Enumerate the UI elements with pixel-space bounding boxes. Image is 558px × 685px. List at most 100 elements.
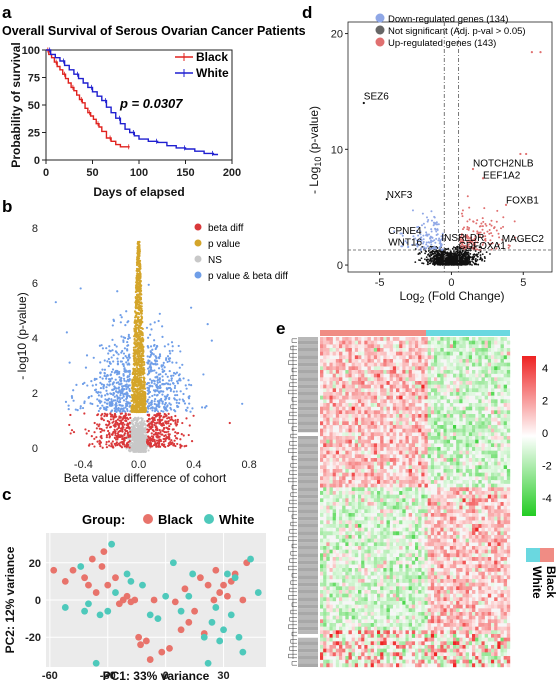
point-beta-diff — [111, 413, 114, 417]
point-beta-diff — [176, 420, 179, 424]
point-p-and-beta — [128, 353, 131, 356]
point-beta-diff — [122, 417, 125, 420]
point-beta-diff — [175, 423, 179, 426]
point-p-value — [135, 258, 139, 261]
point-ns — [130, 441, 134, 445]
pca-point-black — [204, 581, 212, 589]
point-beta-diff — [162, 445, 165, 448]
point-down — [422, 238, 425, 241]
row-annotation-cell — [298, 604, 318, 609]
point-p-and-beta — [170, 374, 173, 377]
pca-point-white — [123, 570, 131, 578]
point-beta-diff — [164, 420, 167, 423]
pca-point-white — [108, 540, 116, 548]
point-beta-diff — [85, 432, 88, 435]
point-p-and-beta — [175, 401, 178, 404]
volcano-d-gene-labels: SEZ6NXF3CPNE4WNT16NOTCH2NLBEEF1A2FOXB1IN… — [364, 92, 545, 252]
heatmap-cell — [351, 337, 356, 341]
point-ns — [132, 442, 135, 445]
point-p-and-beta — [155, 385, 158, 389]
row-annotation-gap — [298, 634, 318, 638]
point-down — [437, 223, 440, 226]
point-p-value — [137, 355, 141, 358]
point-ns — [471, 264, 473, 266]
point-p-and-beta — [90, 395, 93, 398]
point-ns — [139, 421, 142, 424]
point-p-and-beta — [169, 406, 172, 410]
point-p-and-beta — [113, 407, 116, 410]
point-ns — [436, 263, 439, 266]
point-p-value — [140, 315, 143, 318]
point-ns — [438, 258, 441, 261]
point-p-and-beta — [123, 367, 126, 371]
pca-point-black — [112, 574, 119, 582]
point-beta-diff — [105, 436, 108, 439]
point-ns — [133, 446, 137, 449]
point-up — [495, 229, 498, 232]
row-annotation-cell — [298, 428, 318, 433]
point-p-and-beta — [157, 373, 161, 376]
point-p-and-beta — [94, 389, 97, 392]
panel-e-label: e — [276, 319, 285, 338]
pca-point-white — [235, 633, 243, 641]
point-beta-diff — [68, 423, 71, 427]
pca-point-white — [104, 607, 112, 615]
point-ns — [130, 425, 133, 428]
pca-point-white — [96, 611, 104, 619]
point-p-and-beta — [159, 386, 162, 389]
point-ns — [420, 251, 423, 253]
point-beta-diff — [119, 434, 122, 437]
row-annotation-cell — [298, 663, 318, 667]
point-p-value — [139, 287, 142, 290]
point-p-and-beta — [105, 347, 108, 350]
row-annotation-cell — [298, 601, 318, 605]
point-up — [478, 225, 481, 228]
point-p-and-beta — [99, 406, 102, 410]
point-ns — [465, 261, 468, 263]
heatmap-cell — [323, 340, 327, 345]
point-p-value — [133, 367, 137, 371]
point-p-and-beta — [91, 384, 94, 387]
point-ns — [133, 437, 136, 441]
point-ns — [455, 262, 457, 264]
point-p-and-beta — [147, 283, 150, 286]
point-beta-diff — [167, 420, 170, 423]
point-ns — [141, 423, 144, 426]
point-p-and-beta — [158, 357, 161, 360]
point-ns — [143, 422, 146, 426]
point-p-value — [132, 404, 135, 407]
point-ns — [479, 254, 482, 256]
point-p-and-beta — [99, 361, 102, 364]
y-tick-label: 4 — [32, 333, 38, 345]
x-tick-label: 0 — [448, 277, 454, 289]
point-p-value — [142, 378, 146, 382]
point-beta-diff — [147, 430, 150, 433]
point-p-and-beta — [148, 365, 152, 368]
point-p-value — [143, 391, 146, 395]
point-p-value — [144, 402, 147, 405]
point-p-and-beta — [123, 379, 126, 382]
point-p-and-beta — [153, 379, 156, 383]
point-p-and-beta — [174, 410, 177, 413]
row-annotation-cell — [298, 542, 318, 546]
p-value-annotation: p = 0.0307 — [119, 96, 183, 111]
point-ns — [439, 255, 442, 257]
point-p-and-beta — [119, 394, 122, 397]
point-p-and-beta — [96, 404, 99, 407]
panel-e: e 420-2-4 White Black — [276, 319, 558, 668]
pca-point-white — [61, 604, 69, 611]
point-p-and-beta — [182, 377, 185, 380]
point-p-value — [133, 388, 136, 391]
gene-label: NXF3 — [387, 190, 413, 201]
point-p-and-beta — [123, 347, 127, 350]
point-p-and-beta — [117, 353, 120, 356]
point-p-and-beta — [128, 373, 131, 376]
point-p-and-beta — [149, 368, 152, 371]
point-up — [461, 228, 464, 231]
point-p-value — [142, 345, 145, 348]
point-p-and-beta — [153, 339, 156, 342]
point-beta-diff — [166, 417, 169, 420]
legend-label: NS — [208, 255, 222, 266]
point-beta-diff — [160, 443, 164, 446]
